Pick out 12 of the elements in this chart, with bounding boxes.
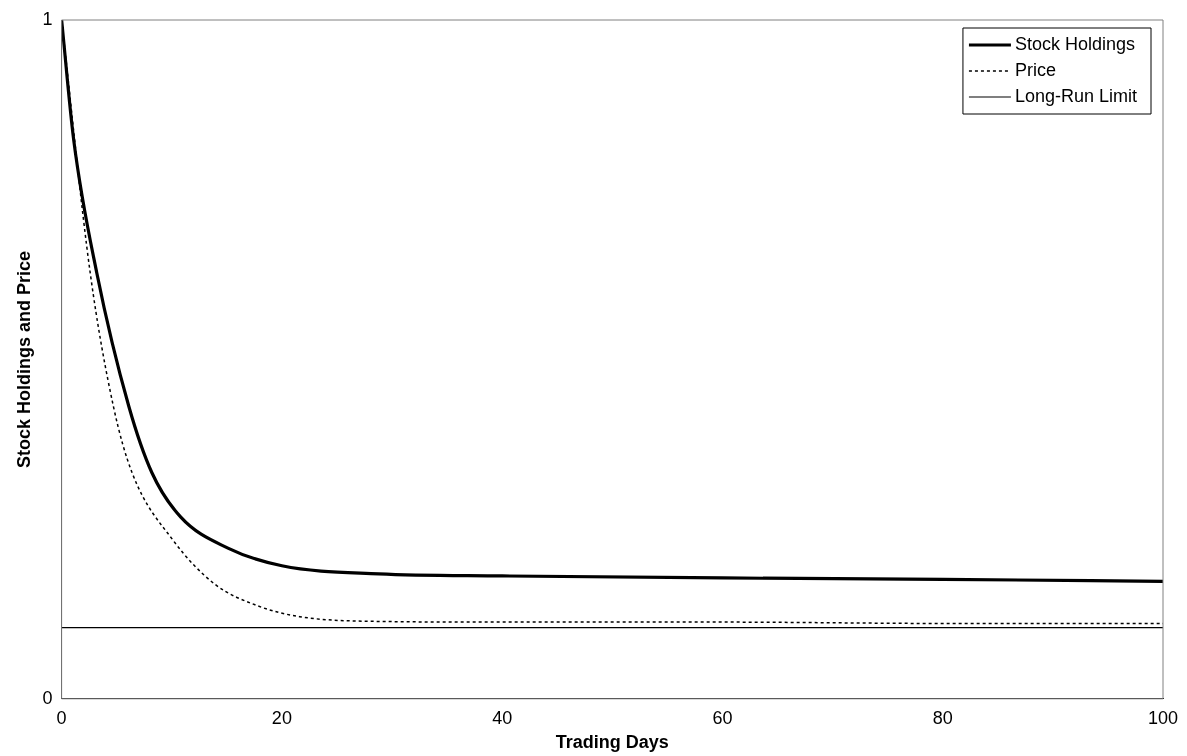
x-tick-label: 80 bbox=[932, 707, 953, 728]
y-axis-title: Stock Holdings and Price bbox=[13, 250, 34, 468]
legend-label: Stock Holdings bbox=[1014, 33, 1135, 54]
x-tick-label: 100 bbox=[1147, 707, 1179, 728]
x-tick-label: 60 bbox=[712, 707, 733, 728]
x-tick-label: 40 bbox=[492, 707, 513, 728]
x-tick-label: 20 bbox=[271, 707, 292, 728]
y-tick-label: 1 bbox=[42, 8, 53, 29]
legend-label: Long-Run Limit bbox=[1014, 85, 1137, 106]
x-axis-title: Trading Days bbox=[555, 732, 669, 753]
x-tick-label: 0 bbox=[56, 707, 67, 728]
legend-label: Price bbox=[1014, 59, 1056, 80]
